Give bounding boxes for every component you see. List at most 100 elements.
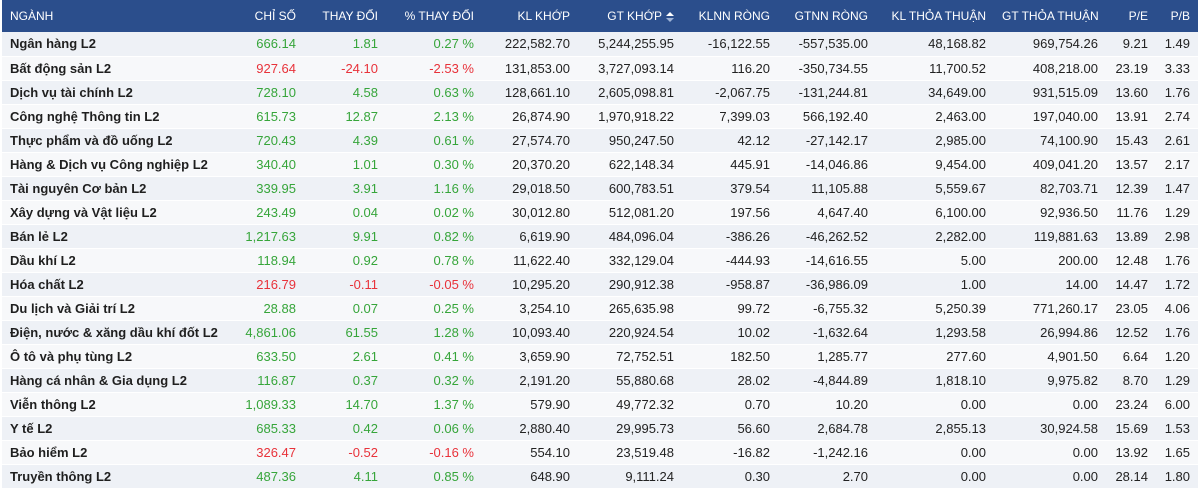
sector-name[interactable]: Hàng cá nhân & Gia dụng L2 <box>2 368 232 393</box>
foreign-net-volume: -958.87 <box>682 272 778 297</box>
sector-name[interactable]: Viễn thông L2 <box>2 392 232 417</box>
foreign-net-value: -131,244.81 <box>778 80 876 105</box>
column-header-thay-doi[interactable]: THAY ĐỔI <box>304 0 386 32</box>
pct-change-value: 2.13 % <box>386 104 482 129</box>
sector-name[interactable]: Ngân hàng L2 <box>2 32 232 57</box>
table-row[interactable]: Hóa chất L2 216.79 -0.11 -0.05 % 10,295.20 29… <box>2 272 1198 297</box>
matched-volume: 20,370.20 <box>482 152 578 177</box>
sector-name[interactable]: Truyền thông L2 <box>2 464 232 489</box>
foreign-net-value: -36,986.09 <box>778 272 876 297</box>
foreign-net-value: 2.70 <box>778 464 876 489</box>
matched-volume: 222,582.70 <box>482 32 578 57</box>
matched-value: 5,244,255.95 <box>578 32 682 57</box>
sector-name[interactable]: Điện, nước & xăng dầu khí đốt L2 <box>2 320 232 345</box>
negotiated-volume: 48,168.82 <box>876 32 994 57</box>
table-row[interactable]: Điện, nước & xăng dầu khí đốt L2 4,861.06… <box>2 320 1198 345</box>
column-header-gt-khop[interactable]: GT KHỚP <box>578 0 682 32</box>
sector-name[interactable]: Dầu khí L2 <box>2 248 232 273</box>
negotiated-volume: 2,463.00 <box>876 104 994 129</box>
table-row[interactable]: Dầu khí L2 118.94 0.92 0.78 % 11,622.40 332,1… <box>2 248 1198 273</box>
index-value: 633.50 <box>232 344 304 369</box>
negotiated-volume: 34,649.00 <box>876 80 994 105</box>
sector-name[interactable]: Tài nguyên Cơ bản L2 <box>2 176 232 201</box>
foreign-net-value: 566,192.40 <box>778 104 876 129</box>
change-value: 0.37 <box>304 368 386 393</box>
pb-value: 1.53 <box>1156 416 1198 441</box>
table-row[interactable]: Bất động sản L2 927.64 -24.10 -2.53 % 131,85… <box>2 56 1198 81</box>
pe-value: 23.05 <box>1106 296 1156 321</box>
pct-change-value: 0.25 % <box>386 296 482 321</box>
sector-name[interactable]: Thực phẩm và đồ uống L2 <box>2 128 232 153</box>
sector-name[interactable]: Bảo hiểm L2 <box>2 440 232 465</box>
table-row[interactable]: Viễn thông L2 1,089.33 14.70 1.37 % 579.90 49… <box>2 392 1198 417</box>
column-header-pct-thay-doi[interactable]: % THAY ĐỔI <box>386 0 482 32</box>
table-row[interactable]: Dịch vụ tài chính L2 728.10 4.58 0.63 % 128,… <box>2 80 1198 105</box>
table-row[interactable]: Xây dựng và Vật liệu L2 243.49 0.04 0.02 % 3… <box>2 200 1198 225</box>
table-row[interactable]: Bảo hiểm L2 326.47 -0.52 -0.16 % 554.10 23,51… <box>2 440 1198 465</box>
foreign-net-volume: -16.82 <box>682 440 778 465</box>
pb-value: 4.06 <box>1156 296 1198 321</box>
index-value: 927.64 <box>232 56 304 81</box>
sector-name[interactable]: Bán lẻ L2 <box>2 224 232 249</box>
pb-value: 2.98 <box>1156 224 1198 249</box>
table-row[interactable]: Truyền thông L2 487.36 4.11 0.85 % 648.90 9,1… <box>2 464 1198 489</box>
foreign-net-value: 10.20 <box>778 392 876 417</box>
matched-volume: 6,619.90 <box>482 224 578 249</box>
sector-name[interactable]: Ô tô và phụ tùng L2 <box>2 344 232 369</box>
negotiated-value: 0.00 <box>994 392 1106 417</box>
pe-value: 13.57 <box>1106 152 1156 177</box>
column-header-pb[interactable]: P/B <box>1156 0 1198 32</box>
column-header-pe[interactable]: P/E <box>1106 0 1156 32</box>
sector-name[interactable]: Công nghệ Thông tin L2 <box>2 104 232 129</box>
column-header-kl-thoa-thuan[interactable]: KL THỎA THUẬN <box>876 0 994 32</box>
sector-name[interactable]: Dịch vụ tài chính L2 <box>2 80 232 105</box>
negotiated-value: 119,881.63 <box>994 224 1106 249</box>
sector-name[interactable]: Bất động sản L2 <box>2 56 232 81</box>
foreign-net-volume: 445.91 <box>682 152 778 177</box>
table-row[interactable]: Thực phẩm và đồ uống L2 720.43 4.39 0.61 % 2… <box>2 128 1198 153</box>
matched-volume: 131,853.00 <box>482 56 578 81</box>
matched-volume: 648.90 <box>482 464 578 489</box>
column-header-gtnn-rong[interactable]: GTNN RÒNG <box>778 0 876 32</box>
pe-value: 8.70 <box>1106 368 1156 393</box>
sector-name[interactable]: Du lịch và Giải trí L2 <box>2 296 232 321</box>
table-row[interactable]: Hàng & Dịch vụ Công nghiệp L2 340.40 1.01 0… <box>2 152 1198 177</box>
column-header-kl-khop[interactable]: KL KHỚP <box>482 0 578 32</box>
foreign-net-volume: 197.56 <box>682 200 778 225</box>
sector-name[interactable]: Hóa chất L2 <box>2 272 232 297</box>
pb-value: 2.61 <box>1156 128 1198 153</box>
table-row[interactable]: Công nghệ Thông tin L2 615.73 12.87 2.13 % 2… <box>2 104 1198 129</box>
column-header-gt-thoa-thuan[interactable]: GT THỎA THUẬN <box>994 0 1106 32</box>
matched-volume: 3,659.90 <box>482 344 578 369</box>
table-row[interactable]: Tài nguyên Cơ bản L2 339.95 3.91 1.16 % 29,0… <box>2 176 1198 201</box>
sector-name[interactable]: Y tế L2 <box>2 416 232 441</box>
matched-value: 55,880.68 <box>578 368 682 393</box>
table-row[interactable]: Bán lẻ L2 1,217.63 9.91 0.82 % 6,619.90 484,0… <box>2 224 1198 249</box>
negotiated-value: 26,994.86 <box>994 320 1106 345</box>
change-value: 9.91 <box>304 224 386 249</box>
foreign-net-volume: 56.60 <box>682 416 778 441</box>
pe-value: 12.52 <box>1106 320 1156 345</box>
negotiated-volume: 1,818.10 <box>876 368 994 393</box>
foreign-net-value: 11,105.88 <box>778 176 876 201</box>
table-row[interactable]: Ngân hàng L2 666.14 1.81 0.27 % 222,582.70 5,… <box>2 32 1198 57</box>
column-header-chi-so[interactable]: CHỈ SỐ <box>232 0 304 32</box>
column-header-nganh[interactable]: NGÀNH <box>2 0 232 32</box>
index-value: 1,217.63 <box>232 224 304 249</box>
sort-icon[interactable] <box>666 11 674 22</box>
table-row[interactable]: Y tế L2 685.33 0.42 0.06 % 2,880.40 29,995.73… <box>2 416 1198 441</box>
negotiated-volume: 2,855.13 <box>876 416 994 441</box>
change-value: 0.07 <box>304 296 386 321</box>
sector-name[interactable]: Xây dựng và Vật liệu L2 <box>2 200 232 225</box>
table-row[interactable]: Ô tô và phụ tùng L2 633.50 2.61 0.41 % 3,659… <box>2 344 1198 369</box>
foreign-net-value: -1,632.64 <box>778 320 876 345</box>
column-header-klnn-rong[interactable]: KLNN RÒNG <box>682 0 778 32</box>
change-value: 1.81 <box>304 32 386 57</box>
change-value: 12.87 <box>304 104 386 129</box>
negotiated-value: 0.00 <box>994 440 1106 465</box>
table-row[interactable]: Hàng cá nhân & Gia dụng L2 116.87 0.37 0.32… <box>2 368 1198 393</box>
table-row[interactable]: Du lịch và Giải trí L2 28.88 0.07 0.25 % 3,2… <box>2 296 1198 321</box>
index-value: 666.14 <box>232 32 304 57</box>
sector-name[interactable]: Hàng & Dịch vụ Công nghiệp L2 <box>2 152 232 177</box>
pe-value: 13.89 <box>1106 224 1156 249</box>
